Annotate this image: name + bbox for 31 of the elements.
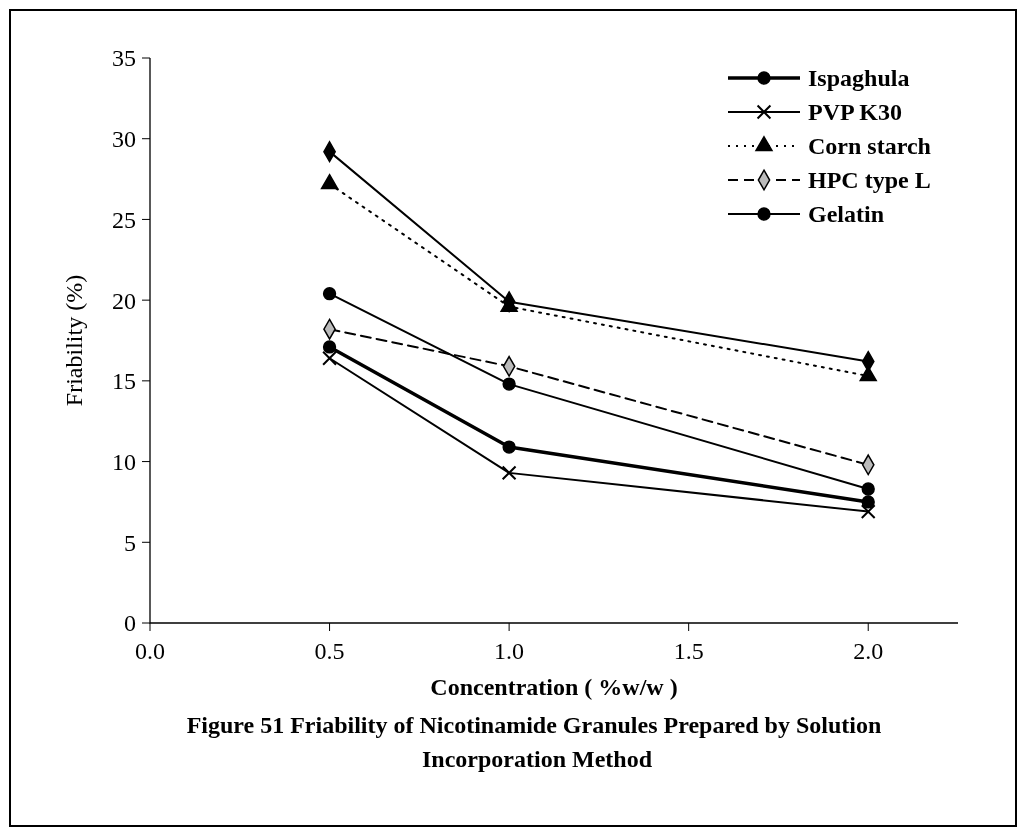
point [322, 340, 337, 354]
x-tick-label: 2.0 [853, 638, 884, 664]
point [322, 287, 337, 301]
y-tick-label: 30 [112, 126, 136, 153]
legend-label: Corn starch [808, 133, 931, 160]
text: Figure 51 Friability of Nicotinamide Granules Prepared by Solution Incorporation Method [186, 712, 882, 772]
x-tick-label: 0.5 [314, 638, 345, 664]
point [320, 173, 339, 190]
y-tick-label: 20 [112, 287, 136, 314]
y-tick-label: 5 [124, 529, 136, 556]
point [860, 504, 876, 520]
point [501, 465, 517, 481]
y-tick-label: 25 [112, 206, 136, 233]
x-axis-title: Concentration ( %w/w ) [430, 674, 678, 700]
y-tick-label: 0 [124, 610, 136, 637]
legend-label: Gelatin [808, 201, 884, 228]
point [322, 350, 337, 366]
y-tick-label: 10 [112, 448, 136, 475]
legend-label: Ispaghula [808, 65, 910, 92]
point [861, 495, 875, 509]
legend-label: PVP K30 [808, 99, 902, 126]
y-tick-label: 15 [112, 368, 136, 395]
x-tick-label: 1.5 [673, 638, 704, 664]
point [861, 482, 875, 496]
y-axis-title: Friability (%) [61, 274, 87, 407]
point [502, 377, 516, 391]
point [502, 440, 516, 454]
x-tick-label: 1.0 [494, 638, 525, 664]
legend-label: HPC type L [808, 167, 931, 194]
x-tick-label: 0.0 [135, 638, 165, 664]
y-tick-label: 35 [112, 45, 136, 72]
